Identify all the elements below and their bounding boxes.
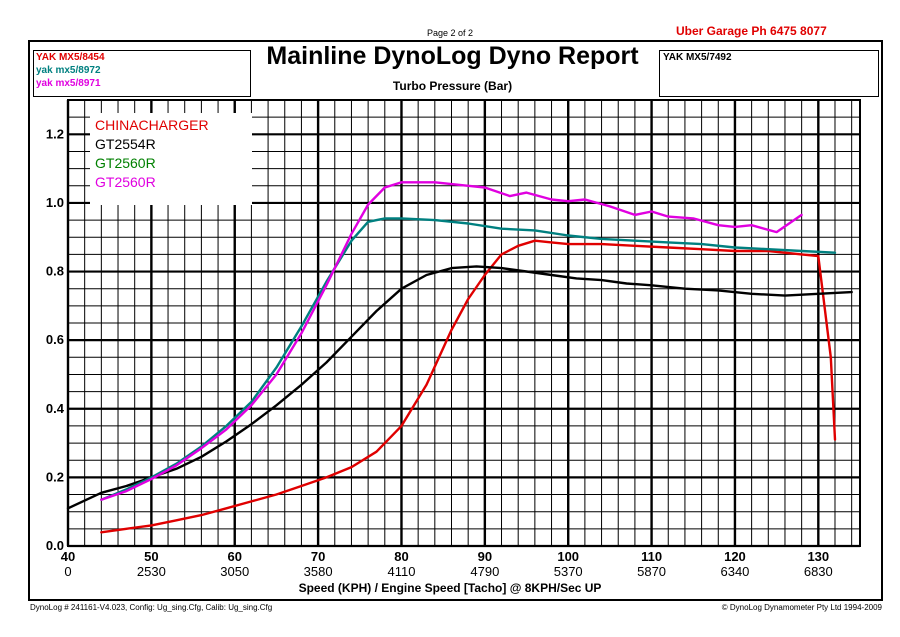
x-axis-label: Speed (KPH) / Engine Speed [Tacho] @ 8KP… — [298, 581, 602, 595]
x-tick-label: 40 — [61, 549, 75, 564]
y-tick-label: 0.6 — [46, 332, 64, 347]
chart-legend: CHINACHARGER GT2554R GT2560R GT2560R — [90, 113, 252, 205]
run-list-right: YAK MX5/7492 — [659, 50, 879, 97]
x-secondary-tick-label: 5370 — [554, 564, 583, 579]
y-tick-label: 1.0 — [46, 195, 64, 210]
x-tick-label: 90 — [478, 549, 492, 564]
x-secondary-tick-label: 4790 — [470, 564, 499, 579]
run-label: yak mx5/8972 — [36, 65, 101, 76]
y-tick-label: 0.0 — [46, 538, 64, 553]
y-tick-label: 0.2 — [46, 469, 64, 484]
x-secondary-tick-label: 4110 — [387, 564, 415, 579]
run-label: YAK MX5/8454 — [36, 52, 105, 63]
x-secondary-tick-label: 3050 — [220, 564, 249, 579]
series-line-2 — [66, 265, 853, 510]
y-tick-label: 1.2 — [46, 126, 64, 141]
x-tick-label: 110 — [641, 549, 662, 564]
report-frame — [28, 40, 883, 601]
x-secondary-tick-label: 2530 — [137, 564, 166, 579]
x-tick-label: 60 — [228, 549, 242, 564]
x-tick-label: 120 — [724, 549, 746, 564]
series-line-4 — [100, 181, 803, 501]
page-number: Page 2 of 2 — [426, 28, 474, 38]
x-secondary-tick-label: 6830 — [804, 564, 833, 579]
x-secondary-tick-label: 5870 — [637, 564, 666, 579]
x-tick-label: 70 — [311, 549, 325, 564]
run-label: yak mx5/8971 — [36, 78, 101, 89]
x-tick-label: 50 — [144, 549, 158, 564]
x-secondary-tick-label: 0 — [64, 564, 71, 579]
series-line-1 — [100, 239, 837, 534]
x-tick-label: 80 — [394, 549, 408, 564]
x-tick-label: 130 — [807, 549, 829, 564]
legend-item: GT2554R — [95, 136, 156, 152]
y-tick-label: 0.4 — [46, 401, 65, 416]
legend-item: CHINACHARGER — [95, 117, 209, 133]
report-title: Mainline DynoLog Dyno Report — [266, 42, 639, 70]
run-label: YAK MX5/7492 — [663, 52, 732, 63]
y-tick-label: 0.8 — [46, 264, 64, 279]
legend-item: GT2560R — [95, 155, 156, 171]
chart-subtitle: Turbo Pressure (Bar) — [392, 79, 513, 93]
plot-border — [67, 99, 861, 547]
footer-copyright: © DynoLog Dynamometer Pty Ltd 1994-2009 — [721, 603, 882, 612]
x-secondary-tick-label: 3580 — [304, 564, 333, 579]
footer-config: DynoLog # 241161-V4.023, Config: Ug_sing… — [30, 603, 273, 612]
legend-item: GT2560R — [95, 174, 156, 190]
x-secondary-tick-label: 6340 — [720, 564, 749, 579]
x-tick-label: 100 — [557, 549, 579, 564]
run-list-left: YAK MX5/8454 yak mx5/8972 yak mx5/8971 — [33, 50, 251, 97]
garage-contact: Uber Garage Ph 6475 8077 — [676, 24, 827, 38]
series-line-3 — [100, 217, 837, 501]
